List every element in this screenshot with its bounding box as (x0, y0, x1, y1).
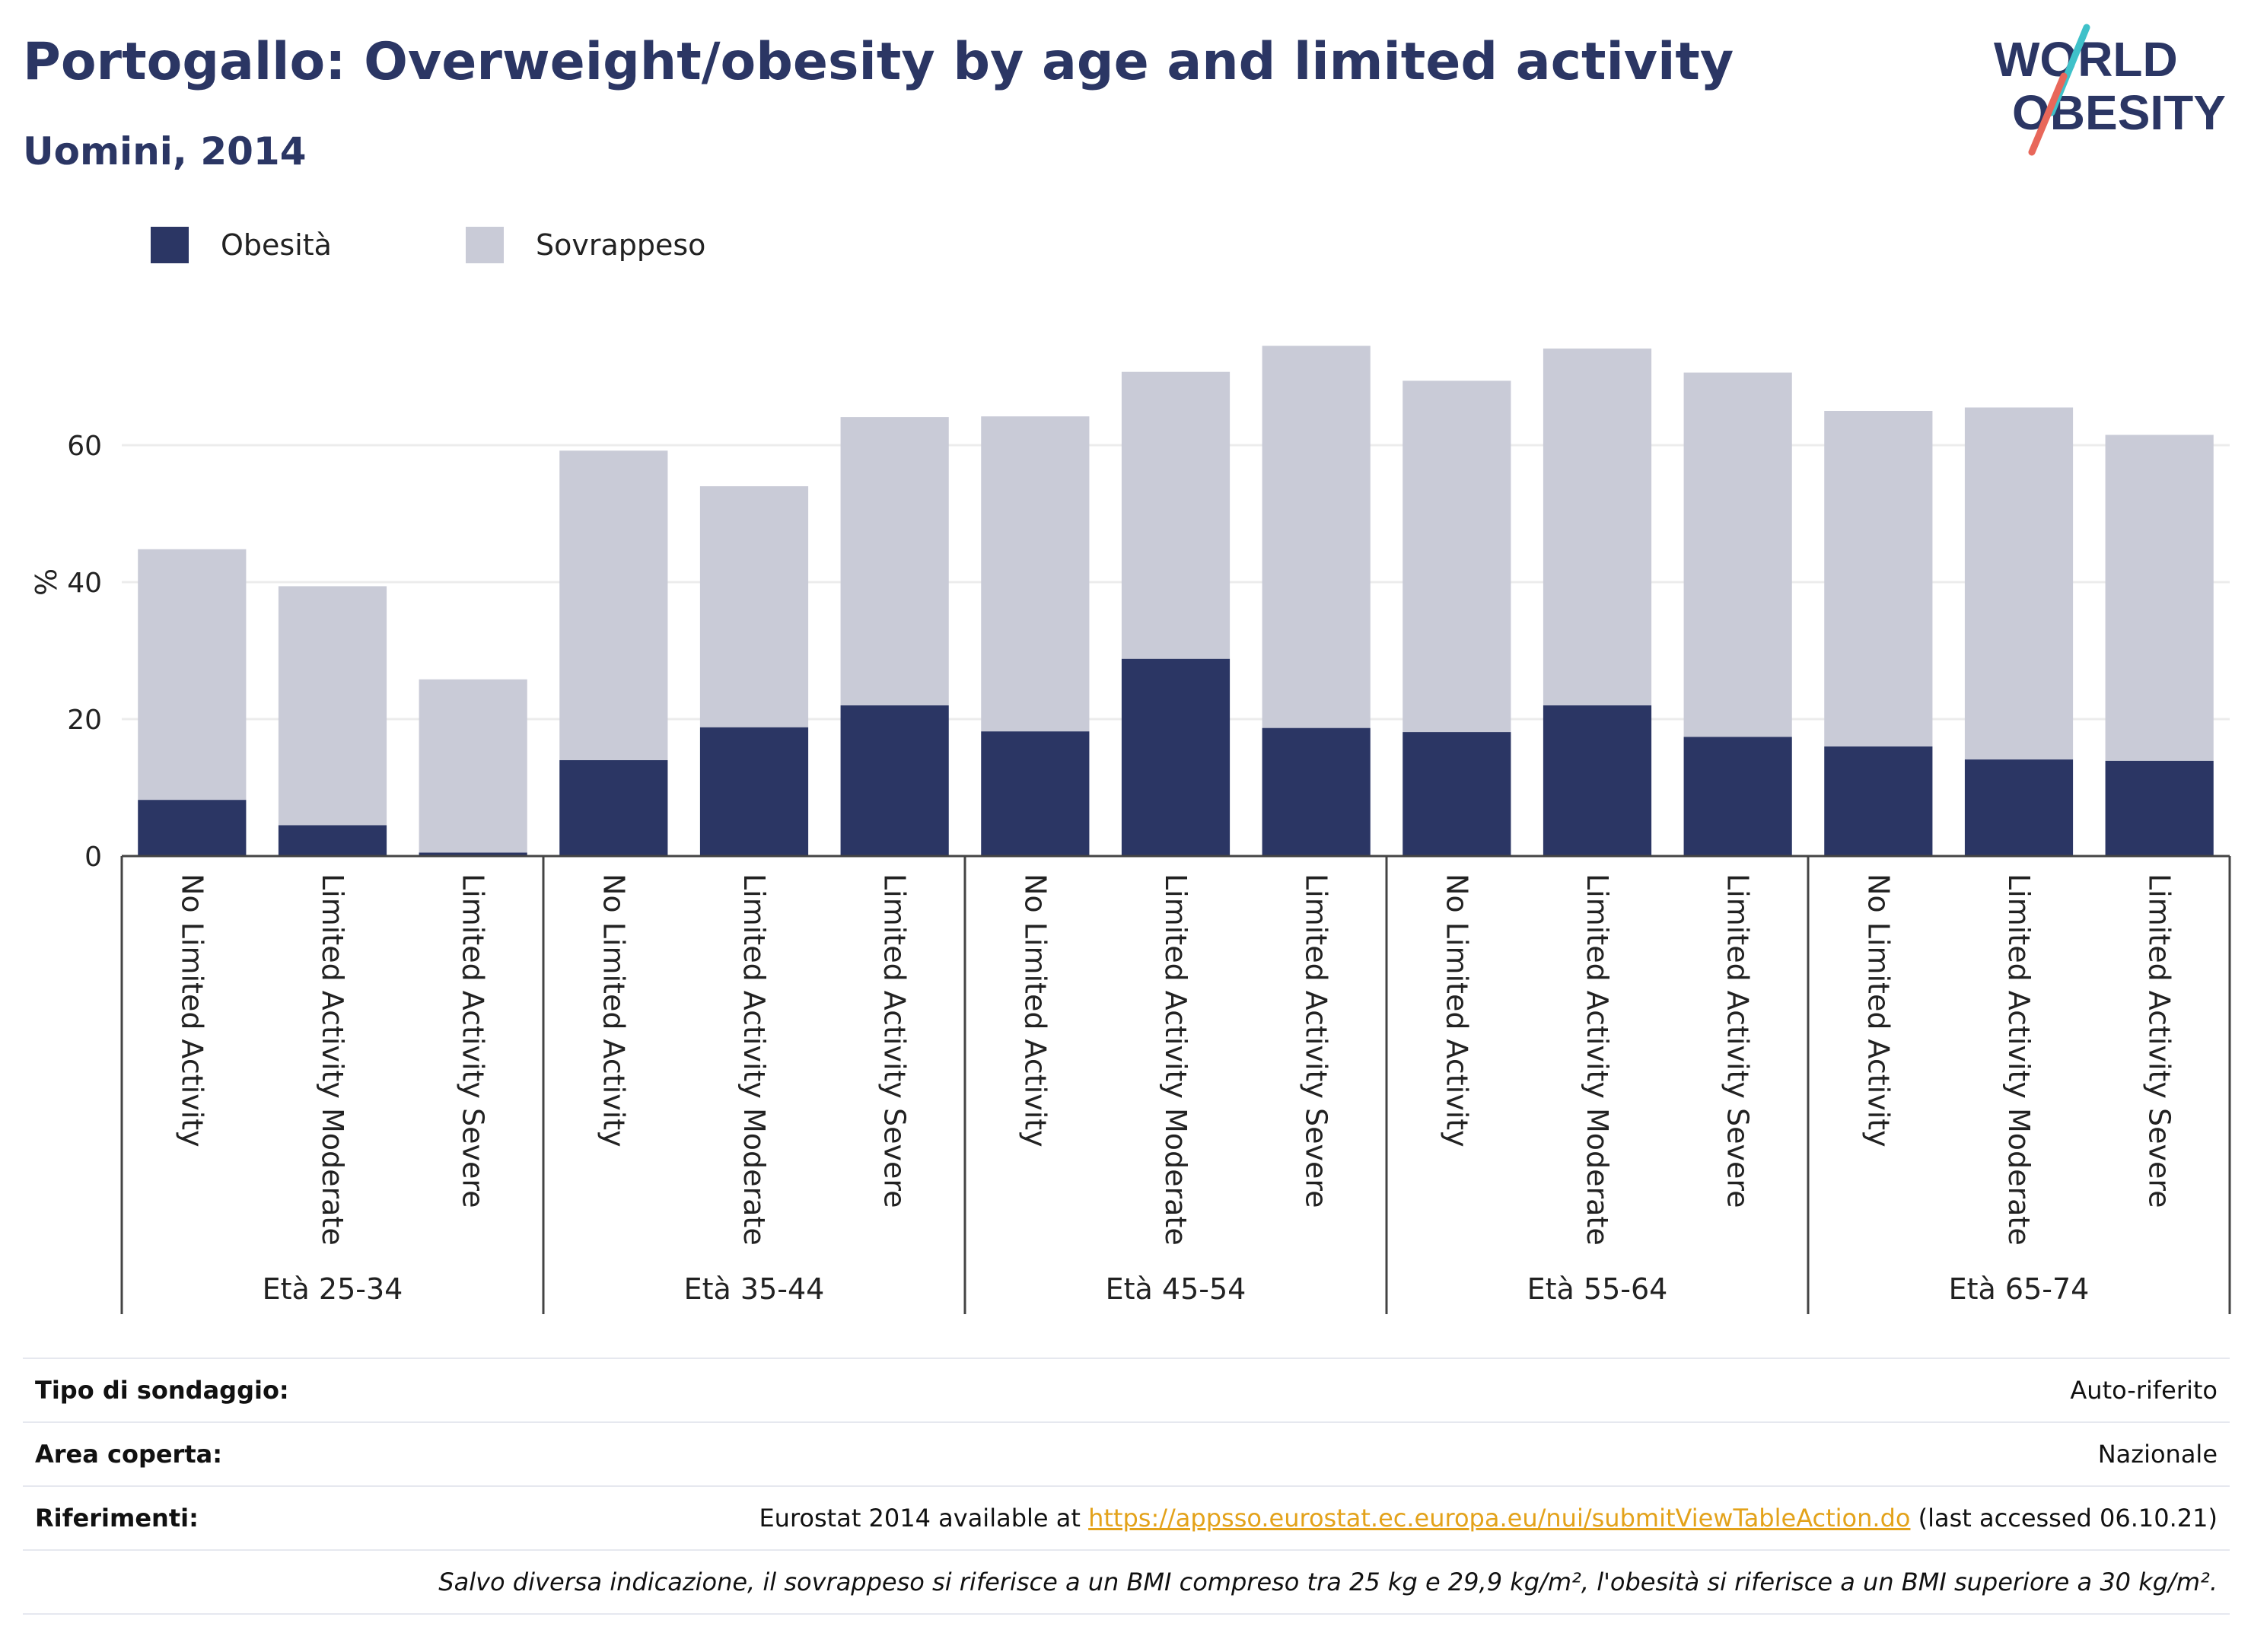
group-label: Età 25-34 (263, 1272, 403, 1306)
y-tick-label: 20 (67, 705, 102, 736)
bar-overweight (1543, 349, 1652, 705)
bar-overweight (2105, 434, 2214, 761)
logo-slash-coral (2028, 72, 2068, 156)
x-tick-label: Limited Activity Moderate (1159, 874, 1192, 1246)
group-label: Età 65-74 (1949, 1272, 2090, 1306)
bar-obesity (840, 705, 949, 856)
references-value: Eurostat 2014 available at https://appss… (759, 1504, 2218, 1533)
bar-obesity (1262, 727, 1371, 856)
bar-overweight (1683, 372, 1792, 737)
x-tick-label: Limited Activity Moderate (2002, 874, 2036, 1246)
bar-obesity (138, 800, 247, 856)
y-tick-label: 0 (84, 842, 102, 873)
x-tick-label: No Limited Activity (1018, 874, 1052, 1147)
stacked-bar-chart: 0 20 40 60% No Limited Activity Limited Activ… (30, 345, 2231, 1314)
bar-obesity (559, 760, 668, 856)
bar-overweight (1964, 407, 2074, 760)
info-row-area: Area coperta: Nazionale (23, 1421, 2230, 1485)
x-tick-label: No Limited Activity (597, 874, 630, 1147)
x-tick-label: No Limited Activity (175, 874, 209, 1147)
bar-overweight (278, 586, 387, 826)
group-label: Età 35-44 (684, 1272, 825, 1306)
references-label: Riferimenti: (35, 1504, 199, 1533)
bar-overweight (1262, 345, 1371, 728)
bar-overweight (981, 416, 1090, 732)
bar-overweight (138, 549, 247, 801)
references-link[interactable]: https://appsso.eurostat.ec.europa.eu/nui… (1088, 1504, 1911, 1533)
bar-overweight (419, 679, 527, 853)
legend-swatch-overweight (466, 227, 504, 263)
references-suffix: (last accessed 06.10.21) (1910, 1504, 2218, 1533)
x-tick-label: Limited Activity Severe (2143, 874, 2176, 1208)
x-tick-label: No Limited Activity (1861, 874, 1895, 1147)
bar-obesity (1402, 732, 1511, 856)
legend-swatch-obesity (151, 227, 189, 263)
info-row-survey: Tipo di sondaggio: Auto-riferito (23, 1358, 2230, 1421)
y-tick-label: 60 (67, 431, 102, 462)
x-tick-label: Limited Activity Moderate (737, 874, 771, 1246)
bar-overweight (1121, 371, 1231, 659)
bar-obesity (699, 727, 809, 856)
logo-line1: WORLD (1994, 32, 2178, 87)
world-obesity-logo: WORLD OBESITY (1994, 24, 2226, 156)
x-tick-label: Limited Activity Severe (878, 874, 912, 1208)
x-tick-label: Limited Activity Severe (1300, 874, 1333, 1208)
chart-subtitle: Uomini, 2014 (23, 129, 307, 173)
x-tick-label: No Limited Activity (1440, 874, 1473, 1147)
x-tick-label: Limited Activity Severe (457, 874, 490, 1208)
bar-overweight (699, 486, 809, 727)
bar-obesity (1824, 746, 1933, 856)
legend-label-obesity: Obesità (221, 228, 332, 262)
y-axis-label: % (30, 568, 63, 596)
bar-overweight (1824, 411, 1933, 746)
info-row-references: Riferimenti: Eurostat 2014 available at … (23, 1485, 2230, 1549)
x-tick-label: Limited Activity Moderate (316, 874, 349, 1246)
y-tick-label: 40 (67, 568, 102, 599)
survey-type-value: Auto-riferito (2070, 1376, 2218, 1405)
area-covered-value: Nazionale (2097, 1440, 2218, 1469)
bar-obesity (2105, 760, 2214, 856)
info-table: Tipo di sondaggio: Auto-riferito Area co… (23, 1358, 2230, 1615)
bar-overweight (559, 450, 668, 760)
group-label: Età 45-54 (1106, 1272, 1246, 1306)
bar-obesity (1683, 737, 1792, 856)
group-label: Età 55-64 (1527, 1272, 1668, 1306)
references-prefix: Eurostat 2014 available at (759, 1504, 1089, 1533)
bar-obesity (419, 852, 527, 856)
info-row-note: Salvo diversa indicazione, il sovrappeso… (23, 1549, 2230, 1615)
x-tick-label: Limited Activity Severe (1721, 874, 1755, 1208)
area-covered-label: Area coperta: (35, 1440, 223, 1469)
bmi-definition-note: Salvo diversa indicazione, il sovrappeso… (438, 1568, 2218, 1596)
bar-overweight (1402, 380, 1511, 733)
bar-obesity (1964, 759, 2074, 856)
bar-obesity (1121, 658, 1231, 856)
x-tick-label: Limited Activity Moderate (1581, 874, 1614, 1246)
chart-title: Portogallo: Overweight/obesity by age an… (23, 32, 1734, 92)
bar-obesity (981, 731, 1090, 856)
bar-obesity (278, 825, 387, 856)
bar-obesity (1543, 705, 1652, 856)
logo-line2: OBESITY (2012, 85, 2226, 140)
bar-overweight (840, 417, 949, 705)
legend-label-overweight: Sovrappeso (536, 228, 706, 262)
survey-type-label: Tipo di sondaggio: (35, 1376, 289, 1405)
